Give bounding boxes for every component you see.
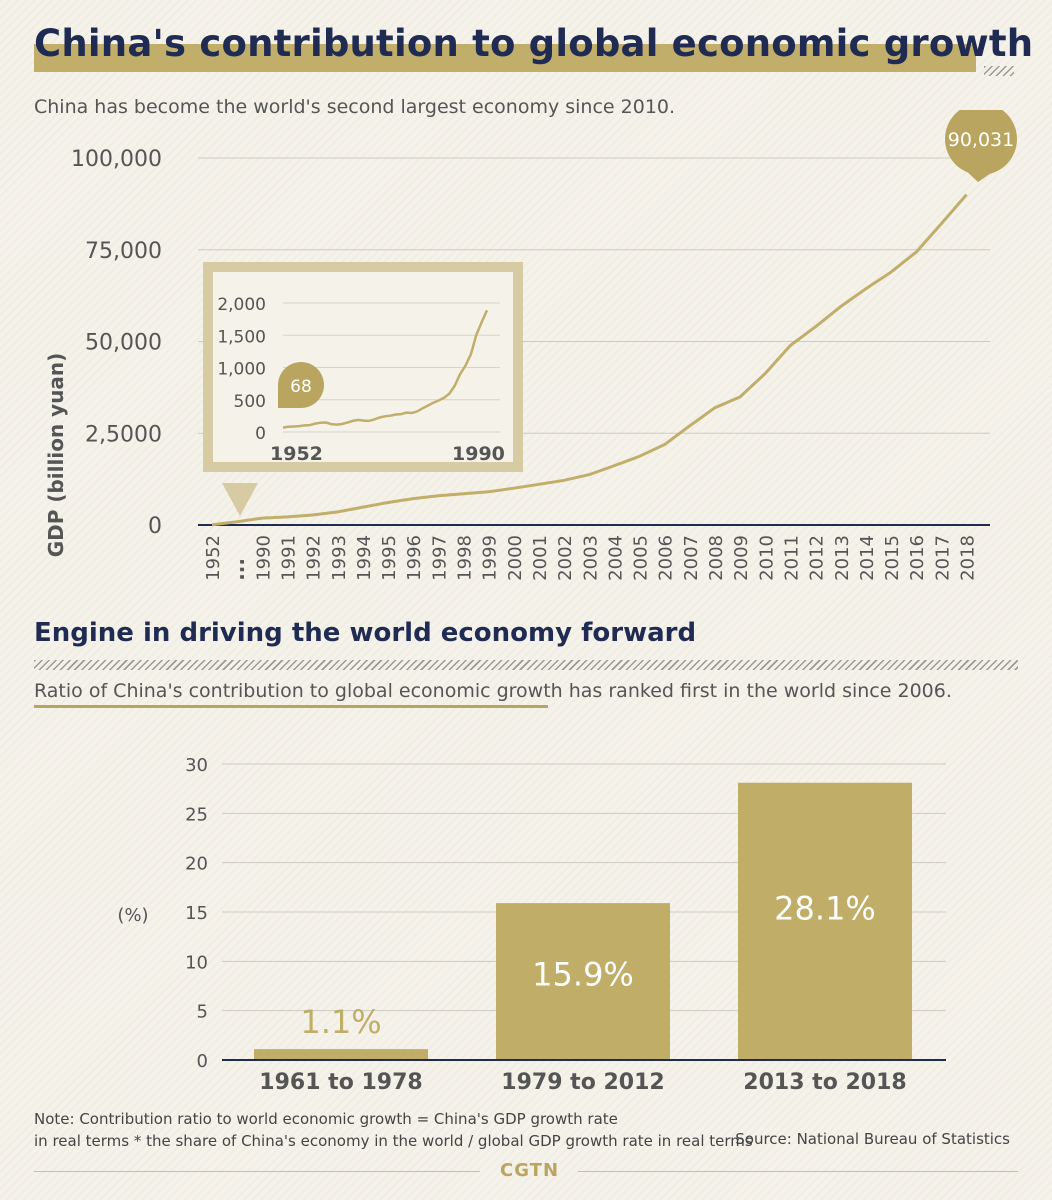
gdp-end-value-label: 90,031 [948, 129, 1014, 151]
bar-value-label: 15.9% [532, 956, 634, 994]
inset-start-value-label: 68 [290, 377, 312, 397]
gdp-x-tick-label: 2016 [907, 535, 928, 581]
inset-series-line [282, 309, 489, 429]
contribution-bar-chart: 0 5 10 15 20 25 30 (%) 1.1% 1961 to 1978 15.9% 19… [117, 755, 946, 1095]
bar-y-tick-label: 15 [185, 903, 208, 924]
footnote: Note: Contribution ratio to world econom… [34, 1108, 753, 1152]
gdp-x-tick-label: 2005 [631, 535, 652, 581]
gdp-x-tick-label: 2013 [832, 535, 853, 581]
gdp-line-chart: 0 2,5000 50,000 75,000 100,000 GDP (billion … [44, 110, 1017, 581]
gdp-x-tick-label: 1952 [203, 535, 224, 581]
bar-y-tick-label: 20 [185, 854, 208, 875]
gdp-x-tick-label: 2001 [530, 535, 551, 581]
gdp-x-tick-label: 2002 [555, 535, 576, 581]
footer-divider-right [578, 1171, 1018, 1172]
gdp-y-tick-label: 2,5000 [85, 422, 162, 447]
bar-y-tick-label: 5 [197, 1002, 208, 1023]
gdp-x-tick-label: 1996 [404, 535, 425, 581]
gdp-x-tick-label: 1992 [304, 535, 325, 581]
gdp-y-tick-label: 75,000 [85, 239, 162, 264]
inset-y-tick-label: 2,000 [217, 295, 266, 315]
bar-category-label: 1961 to 1978 [259, 1070, 422, 1095]
gdp-x-tick-label: 2014 [857, 535, 878, 581]
gdp-x-tick-label: 1998 [455, 535, 476, 581]
gdp-x-tick-label: 1997 [429, 535, 450, 581]
inset-y-tick-label: 1,000 [217, 360, 266, 380]
gdp-x-tick-label: 2004 [605, 535, 626, 581]
section2-subtitle-underline [34, 705, 548, 708]
footnote-line-1: Note: Contribution ratio to world econom… [34, 1110, 618, 1128]
gdp-x-tick-label: 2017 [932, 535, 953, 581]
gdp-x-tick-label: 2009 [731, 535, 752, 581]
section2-subtitle: Ratio of China's contribution to global … [34, 680, 952, 702]
gdp-x-tick-label: 1990 [253, 535, 274, 581]
gdp-y-tick-label: 0 [148, 514, 162, 539]
inset-y-tick-label: 500 [234, 392, 266, 412]
gdp-x-tick-label: 2011 [781, 535, 802, 581]
gdp-x-tick-label: 2012 [807, 535, 828, 581]
bar-value-label: 1.1% [300, 1003, 381, 1041]
inset-x-start-label: 1952 [270, 443, 323, 465]
gdp-y-tick-label: 50,000 [85, 331, 162, 356]
gdp-x-tick-label: 1999 [480, 535, 501, 581]
gdp-x-tick-label: 1994 [354, 535, 375, 581]
gdp-x-tick-label: 1991 [278, 535, 299, 581]
gdp-x-tick-label: 2003 [580, 535, 601, 581]
footer-divider-left [34, 1171, 480, 1172]
bar-y-tick-label: 30 [185, 755, 208, 776]
bar-value-label: 28.1% [774, 890, 876, 928]
source-credit: Source: National Bureau of Statistics [735, 1130, 1010, 1148]
inset-start-callout: 68 [278, 362, 324, 408]
gdp-x-tick-label: 2006 [656, 535, 677, 581]
gdp-y-axis-label: GDP (billion yuan) [44, 353, 68, 558]
title-hatch-divider [984, 66, 1014, 76]
inset-pointer [222, 483, 258, 516]
gdp-end-callout: 90,031 [945, 110, 1017, 182]
bar-y-tick-label: 0 [197, 1051, 208, 1072]
gdp-x-tick-label: 1993 [329, 535, 350, 581]
gdp-x-tick-label: ... [225, 558, 249, 581]
gdp-x-tick-label: 2015 [882, 535, 903, 581]
page-subtitle: China has become the world's second larg… [34, 96, 676, 118]
gdp-x-tick-label: 2000 [505, 535, 526, 581]
inset-y-tick-label: 0 [255, 424, 266, 444]
gdp-x-tick-label: 2018 [958, 535, 979, 581]
gdp-x-tick-label: 1995 [379, 535, 400, 581]
bar-mark [254, 1049, 428, 1060]
bar-y-tick-label: 10 [185, 952, 208, 973]
gdp-x-tick-label: 2007 [681, 535, 702, 581]
bar-y-tick-label: 25 [185, 804, 208, 825]
bar-y-axis-label: (%) [117, 905, 148, 926]
gdp-x-tick-label: 2010 [756, 535, 777, 581]
gdp-x-tick-label: 2008 [706, 535, 727, 581]
bar-mark [738, 782, 912, 1060]
footnote-line-2: in real terms * the share of China's eco… [34, 1132, 753, 1150]
bar-category-label: 1979 to 2012 [501, 1070, 664, 1095]
bar-mark [496, 903, 670, 1060]
cgtn-logo: CGTN [500, 1160, 560, 1181]
section2-hatch-divider [34, 660, 1018, 670]
page-title: China's contribution to global economic … [34, 22, 1034, 65]
gdp-y-tick-label: 100,000 [71, 147, 162, 172]
inset-y-tick-label: 1,500 [217, 327, 266, 347]
title-highlight-bar [34, 44, 976, 72]
bar-category-label: 2013 to 2018 [743, 1070, 906, 1095]
inset-x-end-label: 1990 [452, 443, 505, 465]
section2-title: Engine in driving the world economy forw… [34, 618, 697, 648]
gdp-series-line [211, 193, 968, 527]
